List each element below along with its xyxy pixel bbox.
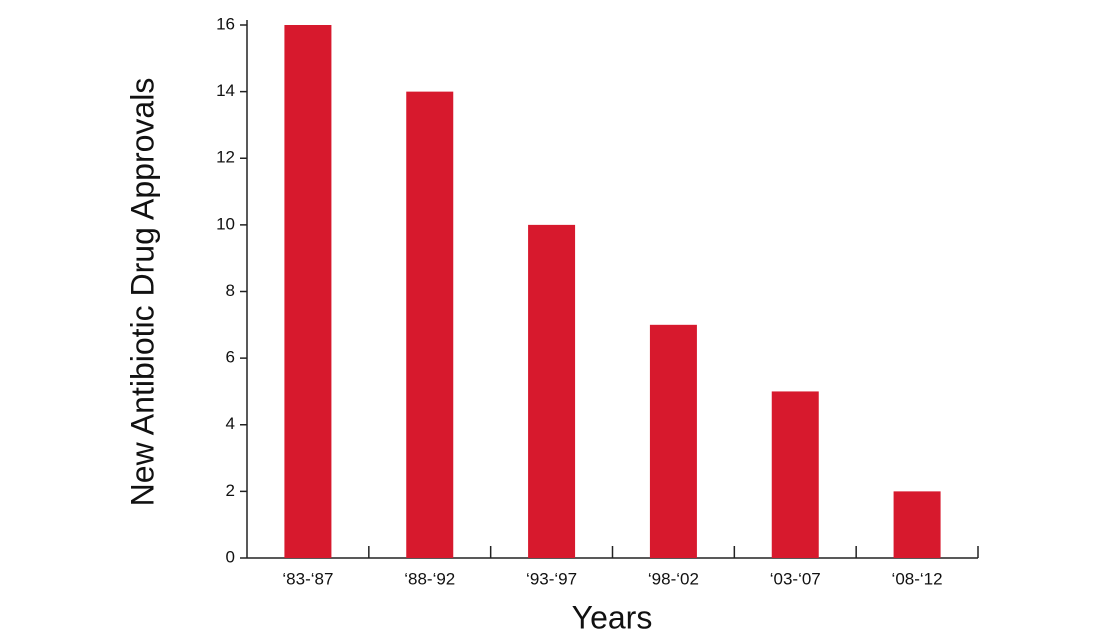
bar: [406, 91, 454, 558]
x-axis-label: Years: [572, 599, 653, 635]
y-tick-label: 12: [216, 148, 235, 167]
x-tick-label: ‘88-‘92: [404, 569, 455, 588]
y-tick-label: 4: [226, 414, 235, 433]
y-tick-label: 0: [226, 547, 235, 566]
x-tick-label: ‘83-‘87: [282, 569, 333, 588]
y-tick-label: 16: [216, 14, 235, 33]
bar: [771, 391, 819, 558]
y-tick-label: 2: [226, 481, 235, 500]
bar: [649, 324, 697, 558]
y-tick-label: 10: [216, 214, 235, 233]
x-tick-label: ‘98-‘02: [648, 569, 699, 588]
x-tick-label: ‘08-‘12: [892, 569, 943, 588]
x-tick-label: ‘93-‘97: [526, 569, 577, 588]
y-axis-label: New Antibiotic Drug Approvals: [124, 78, 160, 507]
y-tick-label: 6: [226, 348, 235, 367]
bar: [284, 25, 332, 558]
bar: [528, 224, 576, 558]
x-tick-label: ‘03-‘07: [770, 569, 821, 588]
bar: [893, 491, 941, 558]
y-tick-label: 14: [216, 81, 235, 100]
y-tick-label: 8: [226, 281, 235, 300]
